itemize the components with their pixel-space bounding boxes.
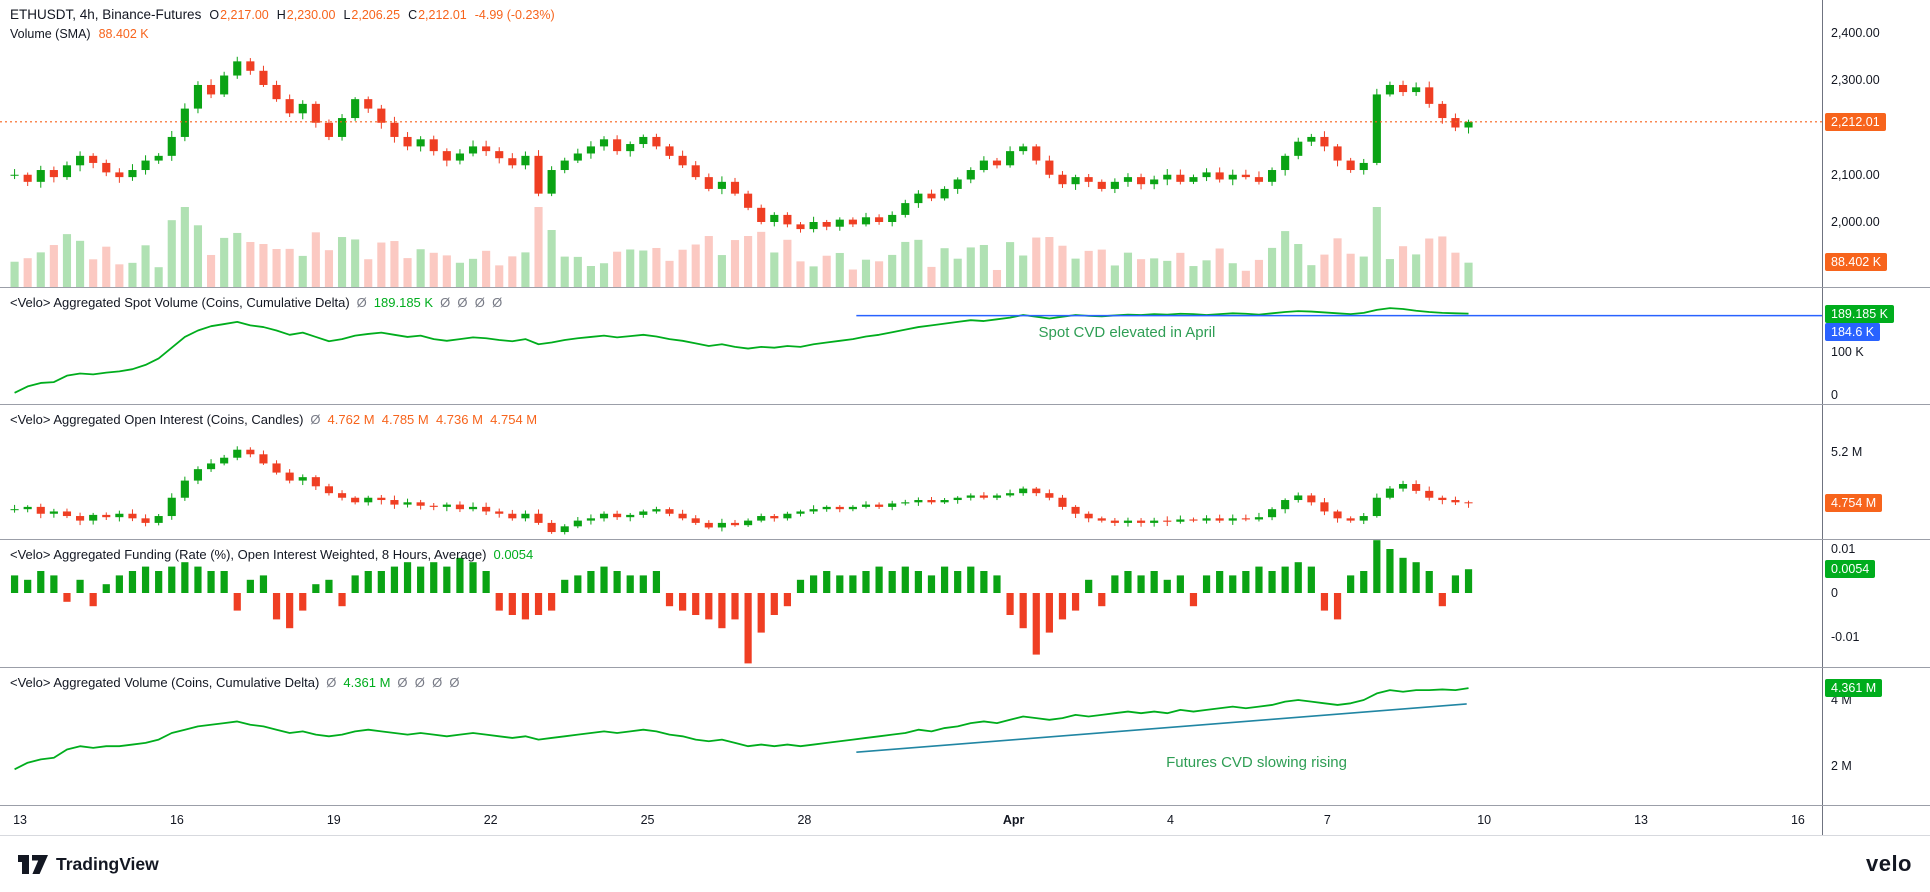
footer-bar: TradingView velo <box>0 836 1930 892</box>
velo-logo[interactable]: velo <box>1865 851 1912 876</box>
futures-cvd-plot: <Velo> Aggregated Volume (Coins, Cumulat… <box>0 668 1822 805</box>
volume-value: 88.402 K <box>98 27 149 41</box>
ohlc-open: O 2,217.00 <box>209 8 269 22</box>
scale-tick-label: 5.2 M <box>1831 445 1863 459</box>
legend-futures-cvd: <Velo> Aggregated Volume (Coins, Cumulat… <box>10 675 460 690</box>
legend-value: 4.361 M <box>343 675 391 690</box>
funding-plot: <Velo> Aggregated Funding (Rate (%), Ope… <box>0 540 1822 667</box>
value-badge: 2,212.01 <box>1825 112 1886 131</box>
scale-tick-label: 100 K <box>1831 345 1864 359</box>
scale-tick-label: 0 <box>1831 388 1838 402</box>
volume-label[interactable]: Volume (SMA) <box>10 27 91 41</box>
empty-series-symbols: Ø Ø Ø Ø <box>397 675 460 690</box>
open-interest-canvas[interactable] <box>0 405 1822 539</box>
empty-series-symbols: Ø Ø Ø Ø <box>440 295 503 310</box>
price-plot: ETHUSDT, 4h, Binance-Futures O 2,217.00 H… <box>0 0 1822 287</box>
value-badge: 189.185 K <box>1825 304 1894 323</box>
legend-value: 189.185 K <box>373 295 434 310</box>
time-axis-label: 16 <box>169 813 184 827</box>
tradingview-logo-icon <box>18 854 48 874</box>
value-badge: 4.754 M <box>1825 494 1883 512</box>
avg-symbol: Ø <box>310 412 321 427</box>
time-axis-label: 25 <box>640 813 655 827</box>
spot-cvd-scale[interactable]: 100 K 0 189.185 K 184.6 K <box>1822 288 1930 404</box>
scale-tick-label: 2,300.00 <box>1831 73 1880 88</box>
legend-title[interactable]: <Velo> Aggregated Volume (Coins, Cumulat… <box>10 675 320 690</box>
avg-symbol: Ø <box>326 675 337 690</box>
time-axis-label: 22 <box>483 813 498 827</box>
value-badge: 0.0054 <box>1825 560 1876 579</box>
spot-cvd-canvas[interactable] <box>0 288 1822 404</box>
change-value: -4.99 (-0.23%) <box>474 8 555 22</box>
funding-canvas[interactable] <box>0 540 1822 667</box>
legend-value: 0.0054 <box>493 547 534 562</box>
value-badge: 184.6 K <box>1825 323 1881 341</box>
scale-tick-label: 0.01 <box>1831 542 1856 556</box>
legend-title[interactable]: <Velo> Aggregated Funding (Rate (%), Ope… <box>10 547 487 562</box>
time-axis-row: 13 16 19 22 25 28 Apr 4 7 10 13 16 <box>0 806 1930 836</box>
time-axis-label: 19 <box>326 813 341 827</box>
scale-tick-label: -0.01 <box>1831 630 1860 644</box>
scale-tick-label: 2,100.00 <box>1831 167 1880 182</box>
open-interest-scale[interactable]: 5.2 M 4.754 M <box>1822 405 1930 539</box>
futures-cvd-canvas[interactable] <box>0 668 1822 805</box>
legend-title[interactable]: <Velo> Aggregated Spot Volume (Coins, Cu… <box>10 295 350 310</box>
time-axis-label: 13 <box>13 813 27 827</box>
time-axis-label: 16 <box>1790 813 1805 827</box>
tradingview-wordmark: TradingView <box>56 853 159 874</box>
spot-cvd-plot: <Velo> Aggregated Spot Volume (Coins, Cu… <box>0 288 1822 404</box>
price-scale[interactable]: 2,400.00 2,300.00 2,100.00 2,000.00 2,212.01… <box>1822 0 1930 287</box>
tradingview-brand[interactable]: TradingView <box>18 854 159 875</box>
open-interest-plot: <Velo> Aggregated Open Interest (Coins, … <box>0 405 1822 539</box>
pane-spot-cvd: <Velo> Aggregated Spot Volume (Coins, Cu… <box>0 288 1930 405</box>
scale-tick-label: 2,400.00 <box>1831 26 1880 40</box>
value-badge: 88.402 K <box>1825 253 1888 271</box>
legend-spot-cvd: <Velo> Aggregated Spot Volume (Coins, Cu… <box>10 295 502 310</box>
avg-symbol: Ø <box>356 295 367 310</box>
legend-title[interactable]: <Velo> Aggregated Open Interest (Coins, … <box>10 412 304 427</box>
legend-values: 4.762 M 4.785 M 4.736 M 4.754 M <box>327 412 538 427</box>
pane-futures-cvd: <Velo> Aggregated Volume (Coins, Cumulat… <box>0 668 1930 806</box>
time-axis-label: Apr <box>1002 813 1025 827</box>
pane-funding: <Velo> Aggregated Funding (Rate (%), Ope… <box>0 540 1930 668</box>
legend-price: ETHUSDT, 4h, Binance-Futures O 2,217.00 H… <box>10 7 555 41</box>
legend-open-interest: <Velo> Aggregated Open Interest (Coins, … <box>10 412 537 427</box>
scale-tick-label: 0 <box>1831 586 1838 600</box>
ohlc-low: L 2,206.25 <box>343 8 401 22</box>
value-badge: 4.361 M <box>1825 679 1883 698</box>
pane-price: ETHUSDT, 4h, Binance-Futures O 2,217.00 H… <box>0 0 1930 288</box>
legend-funding: <Velo> Aggregated Funding (Rate (%), Ope… <box>10 547 533 562</box>
time-axis-label: 13 <box>1634 813 1649 827</box>
annotation-spot-cvd[interactable]: Spot CVD elevated in April <box>1038 324 1216 341</box>
scale-corner <box>1822 806 1930 835</box>
funding-scale[interactable]: 0.01 0 -0.01 0.0054 <box>1822 540 1930 667</box>
time-axis-label: 7 <box>1323 813 1331 827</box>
scale-tick-label: 2 M <box>1831 759 1852 773</box>
ohlc-close: C 2,212.01 <box>408 8 467 22</box>
price-chart-canvas[interactable] <box>0 0 1822 287</box>
symbol-title[interactable]: ETHUSDT, 4h, Binance-Futures <box>10 7 202 22</box>
time-axis[interactable]: 13 16 19 22 25 28 Apr 4 7 10 13 16 <box>0 806 1822 835</box>
time-axis-label: 4 <box>1166 813 1174 827</box>
pane-open-interest: <Velo> Aggregated Open Interest (Coins, … <box>0 405 1930 540</box>
ohlc-high: H 2,230.00 <box>276 8 336 22</box>
scale-tick-label: 2,000.00 <box>1831 215 1880 229</box>
annotation-futures-cvd[interactable]: Futures CVD slowing rising <box>1166 754 1347 771</box>
time-axis-label: 28 <box>797 813 812 827</box>
time-axis-label: 10 <box>1477 813 1492 827</box>
